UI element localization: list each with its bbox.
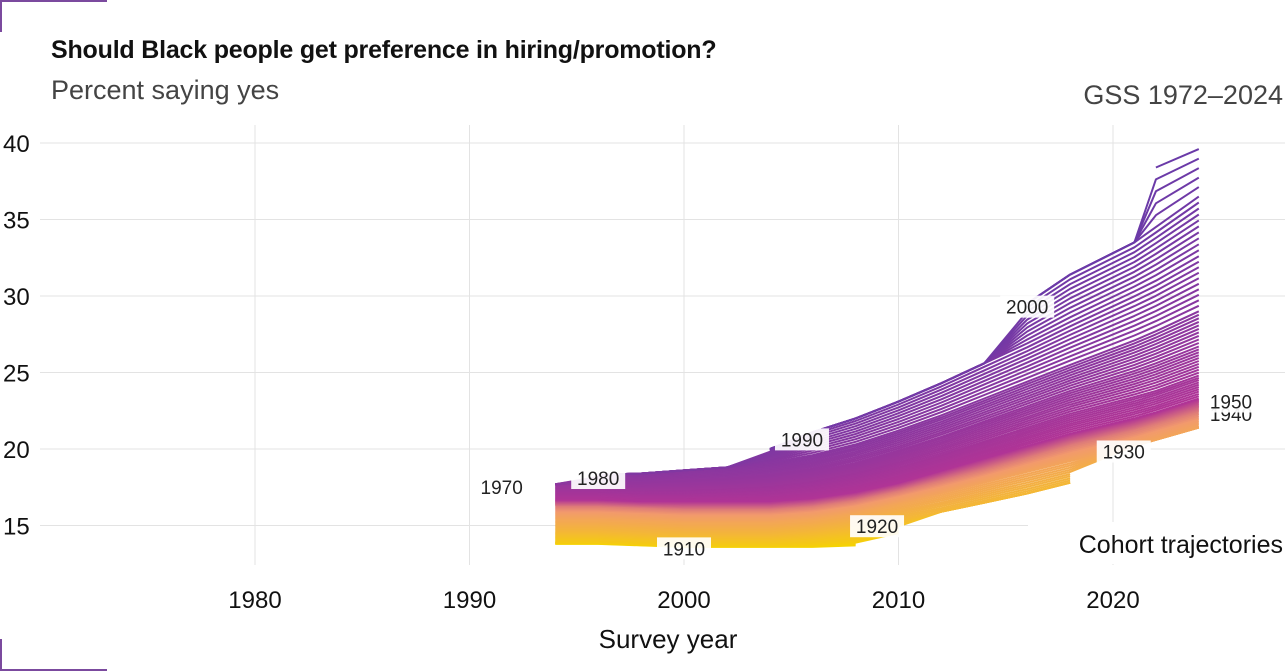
x-tick-label: 1980 — [228, 587, 281, 614]
x-axis-tick-labels: 1980 1990 2000 2010 2020 — [228, 587, 1139, 614]
cohort-line-1978 — [555, 317, 1200, 486]
cohort-label-bg — [1203, 390, 1258, 413]
y-axis-tick-labels: 15 20 25 30 35 40 — [3, 131, 30, 541]
cohort-line-1923 — [555, 475, 1071, 532]
cohort-line-2004 — [1026, 157, 1200, 305]
cohort-line-1939 — [555, 411, 1200, 511]
cohort-line-1910 — [555, 532, 899, 547]
cohort-line-1972 — [555, 338, 1200, 486]
annotation-background — [1028, 522, 1285, 564]
cohort-label-1910: 1910 — [663, 539, 705, 560]
cohort-label-bg — [1096, 440, 1151, 463]
cohort-label-bg — [850, 515, 905, 538]
cohort-line-1922 — [555, 477, 1071, 533]
cohort-line-1938 — [555, 413, 1200, 513]
y-tick-label: 15 — [3, 514, 30, 541]
cohort-line-1976 — [555, 324, 1200, 486]
cohort-line-1975 — [555, 327, 1200, 486]
cohort-line-1974 — [555, 331, 1200, 486]
cohort-label-bg — [474, 476, 529, 499]
cohort-label-1920: 1920 — [856, 517, 898, 538]
cohort-label-1950: 1950 — [1210, 393, 1252, 414]
frame-corner-top-left — [0, 0, 107, 32]
cohort-trajectories-note: Cohort trajectories — [1079, 531, 1283, 559]
cohort-series-lines — [555, 148, 1200, 548]
cohort-line-2005 — [1155, 148, 1200, 169]
y-tick-label: 25 — [3, 361, 30, 388]
cohort-line-1971 — [555, 342, 1200, 486]
cohort-label-1980: 1980 — [577, 469, 619, 490]
cohort-line-1977 — [555, 320, 1200, 486]
y-tick-label: 20 — [3, 437, 30, 464]
cohort-line-1911 — [555, 530, 899, 546]
cohort-line-1979 — [598, 313, 1200, 477]
cohort-label-bg — [657, 537, 711, 560]
chart-subtitle: Percent saying yes — [51, 75, 280, 105]
x-axis-title: Survey year — [599, 624, 738, 654]
x-tick-label: 1990 — [443, 587, 496, 614]
x-tick-label: 2020 — [1086, 587, 1139, 614]
frame-corner-bottom-left — [0, 639, 107, 671]
cohort-label-2000: 2000 — [1006, 298, 1048, 319]
cohort-label-bg — [571, 467, 626, 490]
cohort-line-1998 — [769, 207, 1200, 450]
cohort-line-1921 — [555, 479, 1071, 535]
x-tick-label: 2010 — [872, 587, 925, 614]
cohort-line-1999 — [1026, 201, 1200, 309]
cohort-label-1930: 1930 — [1103, 442, 1145, 463]
y-tick-label: 35 — [3, 208, 30, 235]
cohort-line-1988 — [598, 266, 1200, 476]
cohort-line-1989 — [769, 260, 1200, 452]
cohort-line-1914 — [555, 526, 899, 543]
cohort-line-1920 — [555, 481, 1071, 536]
chart-title: Should Black people get preference in hi… — [51, 36, 717, 64]
cohort-label-1970: 1970 — [481, 478, 523, 499]
cohort-line-1924 — [555, 473, 1071, 531]
cohort-label-bg — [774, 428, 829, 451]
cohort-line-1913 — [555, 528, 899, 544]
cohort-line-1973 — [555, 334, 1200, 486]
y-tick-label: 40 — [3, 131, 30, 158]
cohort-line-1970 — [555, 345, 1200, 486]
cohort-label-bg — [1000, 295, 1055, 318]
x-tick-label: 2000 — [657, 587, 710, 614]
cohort-line-1961 — [555, 371, 1200, 494]
chart-source-caption: GSS 1972–2024 — [1083, 80, 1283, 110]
y-tick-label: 30 — [3, 284, 30, 311]
cohort-label-1990: 1990 — [781, 430, 823, 451]
